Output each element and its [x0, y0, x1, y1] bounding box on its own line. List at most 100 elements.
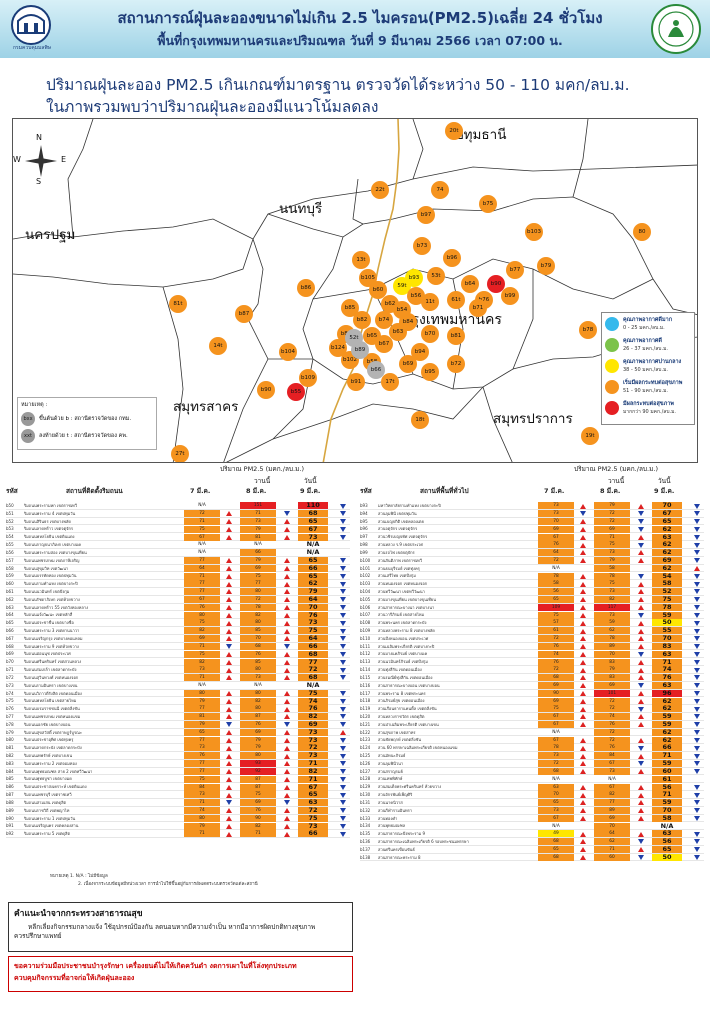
station-marker[interactable]: b99	[501, 287, 519, 305]
station-marker[interactable]: b79	[537, 257, 555, 275]
trend-down-icon	[226, 644, 232, 650]
station-marker[interactable]: b60	[369, 281, 387, 299]
station-marker[interactable]: 18t	[411, 411, 429, 429]
station-marker[interactable]: 17t	[381, 373, 399, 391]
trend-down-icon	[694, 784, 700, 790]
value-d9: 78	[652, 603, 682, 611]
station-name: ริมถนนวิภาวดีรังสิต เขตดอนเมือง	[24, 690, 82, 696]
station-marker[interactable]: 22t	[371, 181, 389, 199]
station-marker[interactable]: b70	[421, 325, 439, 343]
station-marker[interactable]: b74	[375, 311, 393, 329]
station-marker[interactable]: b81	[447, 327, 465, 345]
trend-up-icon	[284, 519, 290, 525]
station-marker[interactable]: b87	[235, 305, 253, 323]
station-marker[interactable]: b94	[411, 343, 429, 361]
station-marker[interactable]: b78	[579, 321, 597, 339]
trend-down-icon	[694, 769, 700, 775]
trend-up-icon	[580, 698, 586, 704]
station-marker[interactable]: b86	[297, 279, 315, 297]
trend-down-icon	[694, 659, 700, 665]
station-marker[interactable]: 20t	[445, 122, 463, 140]
station-marker[interactable]: b67	[375, 335, 393, 353]
station-marker[interactable]: b109	[299, 369, 317, 387]
station-code: b51	[6, 510, 14, 516]
value-d7: 81	[184, 713, 220, 721]
trend-up-icon	[638, 620, 644, 626]
station-marker[interactable]: b75	[479, 195, 497, 213]
station-code: b74	[6, 690, 14, 696]
value-d8: 67	[594, 783, 630, 791]
station-marker[interactable]: b72	[447, 355, 465, 373]
value-d7: 73	[538, 806, 574, 814]
station-code: b75	[6, 698, 14, 704]
station-marker[interactable]: 80	[633, 223, 651, 241]
station-marker[interactable]: b66	[367, 361, 385, 379]
station-marker[interactable]: b82	[353, 311, 371, 329]
station-marker[interactable]: b89	[351, 341, 369, 359]
value-d8: 81	[240, 533, 276, 541]
station-marker[interactable]: b85	[341, 299, 359, 317]
trend-down-icon	[694, 839, 700, 845]
station-marker[interactable]: b124	[329, 339, 347, 357]
station-marker[interactable]: b55	[287, 383, 305, 401]
value-d7: 57	[538, 619, 574, 627]
trend-down-icon	[694, 612, 700, 618]
table-row: b72 ริมถนนสุวินทวงศ์ เขตหนองจอก 71 73 68	[6, 674, 350, 682]
value-d7: 72	[538, 556, 574, 564]
station-marker[interactable]: 53t	[427, 267, 445, 285]
trend-down-icon	[694, 581, 700, 587]
trend-down-icon	[694, 519, 700, 525]
station-marker[interactable]: b91	[347, 373, 365, 391]
cooperation-request-box: ขอความร่วมมือประชาชนบำรุงรักษา เครื่องยน…	[8, 956, 353, 992]
value-d9: 66	[652, 744, 682, 752]
station-marker[interactable]: b73	[413, 237, 431, 255]
pm25-map[interactable]: N S W E ปทุมธานี นนทบุรี นครปฐม กรุงเทพม…	[12, 118, 698, 463]
value-d7: 75	[184, 525, 220, 533]
trend-up-icon	[580, 651, 586, 657]
station-marker[interactable]: b96	[443, 249, 461, 267]
station-marker[interactable]: 14t	[209, 337, 227, 355]
station-marker[interactable]: b56	[407, 287, 425, 305]
station-marker[interactable]: 13t	[352, 251, 370, 269]
station-marker[interactable]: 59t	[393, 277, 411, 295]
station-marker[interactable]: 61t	[447, 291, 465, 309]
station-marker[interactable]: b63	[389, 323, 407, 341]
cooperation-line-1: ขอความร่วมมือประชาชนบำรุงรักษา เครื่องยน…	[14, 962, 297, 970]
table-row: b83 ริมถนนพระราม 2 เขตจอมทอง 77 93 71	[6, 760, 350, 768]
trend-up-icon	[284, 698, 290, 704]
trend-up-icon	[284, 808, 290, 814]
table-row: b137 สวนศรีนครเขื่อนขันธ์ 65 71 65	[360, 846, 704, 854]
station-marker[interactable]: b95	[421, 363, 439, 381]
trend-down-icon	[340, 628, 346, 634]
station-name: สวนวชิรเบญจทัศ เขตจตุจักร	[378, 534, 428, 540]
station-marker[interactable]: b97	[417, 206, 435, 224]
station-marker[interactable]: b77	[506, 261, 524, 279]
table-row: b98 สวนหลวง ร.9 เขตประเวศ 76 75 62	[360, 541, 704, 549]
station-name: ริมถนนพหลโยธิน เขตสายไหม	[24, 698, 77, 704]
station-marker[interactable]: 19t	[581, 427, 599, 445]
station-marker[interactable]: 81t	[169, 295, 187, 313]
value-d7: 69	[538, 681, 574, 689]
station-marker[interactable]: b69	[399, 355, 417, 373]
value-d9: 60	[652, 767, 682, 775]
station-marker[interactable]: b104	[279, 343, 297, 361]
trend-down-icon	[340, 831, 346, 837]
station-name: ริมถนนประชาอุทิศ เขตทุ่งครุ	[24, 737, 74, 743]
value-d9: 67	[298, 783, 328, 791]
station-marker[interactable]: b90	[257, 381, 275, 399]
legend-name: คุณภาพอากาศปานกลาง	[623, 359, 682, 365]
table-row: b99 สวนรถไฟ เขตจตุจักร 64 73 62	[360, 549, 704, 557]
station-marker[interactable]: b103	[525, 223, 543, 241]
station-marker[interactable]: b64	[461, 275, 479, 293]
value-d8: 92	[240, 767, 276, 775]
trend-up-icon	[638, 534, 644, 540]
station-marker[interactable]: b90	[487, 275, 505, 293]
station-name: สวนหลวง ร.9 เขตประเวศ	[378, 542, 423, 548]
station-marker[interactable]: 11t	[421, 293, 439, 311]
station-marker[interactable]: b71	[469, 299, 487, 317]
value-d7: 49	[538, 830, 574, 838]
station-marker[interactable]: 74	[431, 181, 449, 199]
station-marker[interactable]: 27t	[171, 445, 189, 462]
station-code: b78	[6, 721, 14, 727]
trend-down-icon	[340, 737, 346, 743]
